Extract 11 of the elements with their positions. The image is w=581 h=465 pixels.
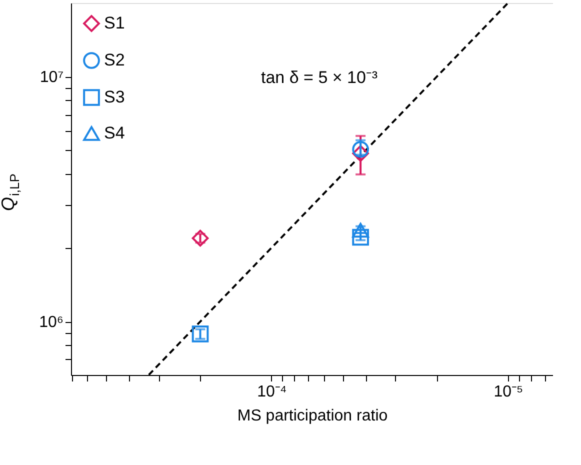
- x-tick-label: 10⁻⁵: [494, 384, 524, 400]
- legend-label: S2: [104, 50, 125, 70]
- x-axis-title: MS participation ratio: [237, 408, 388, 424]
- x-tick-label: 10⁻⁴: [257, 384, 287, 400]
- y-axis-title: Qi,LP: [0, 174, 22, 212]
- legend-label: S4: [104, 124, 125, 142]
- legend-label: S1: [104, 14, 125, 32]
- legend-label: S3: [104, 88, 125, 106]
- y-tick-label: 10⁷: [40, 69, 64, 86]
- y-tick-label: 10⁶: [39, 314, 64, 332]
- annotation: tan δ = 5 × 10⁻³: [261, 68, 378, 87]
